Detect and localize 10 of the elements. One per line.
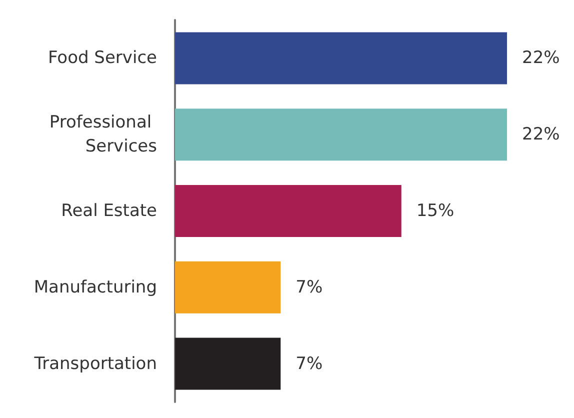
y-tick-label: Real Estate	[61, 201, 157, 221]
y-tick-label: Transportation	[33, 354, 157, 374]
data-label: 7%	[296, 354, 323, 374]
y-tick-label: Manufacturing	[34, 277, 157, 298]
data-label: 22%	[522, 124, 560, 145]
data-label: 22%	[522, 48, 560, 68]
y-tick-label: Professional Services	[49, 112, 158, 157]
data-label: 7%	[296, 277, 323, 298]
data-label: 15%	[416, 201, 454, 221]
y-tick-label: Food Service	[48, 48, 157, 68]
